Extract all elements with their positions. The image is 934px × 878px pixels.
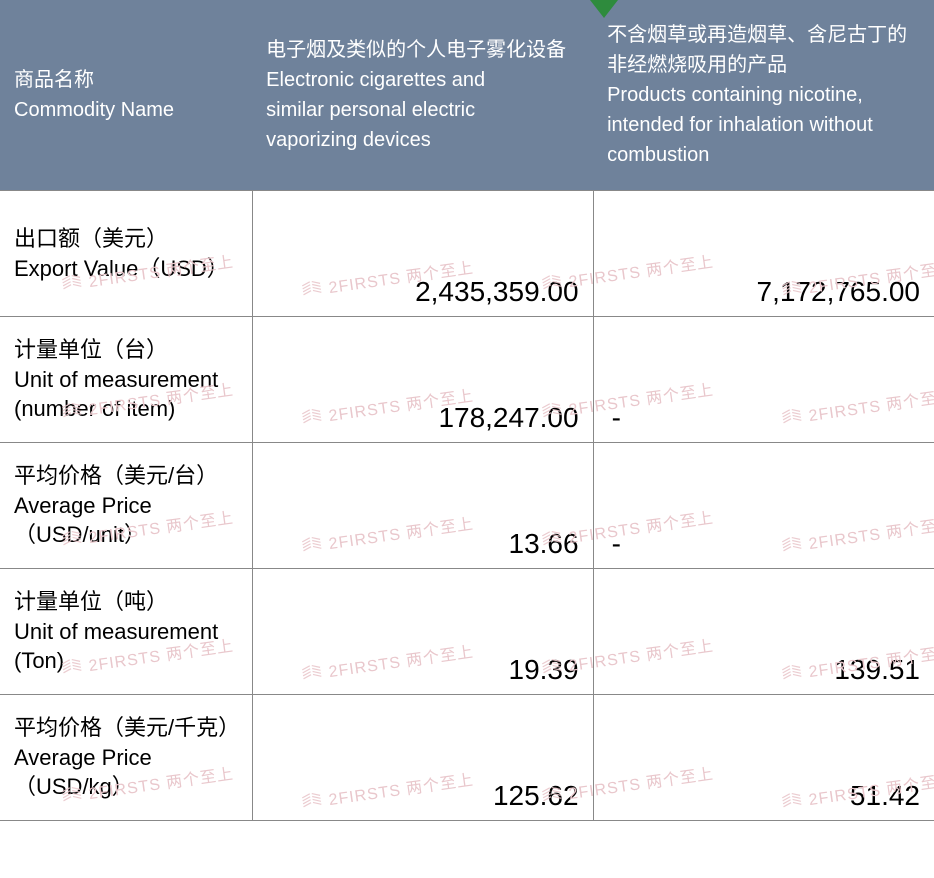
- header-label-cn: 商品名称: [14, 65, 238, 95]
- commodity-table: 商品名称 Commodity Name 电子烟及类似的个人电子雾化设备 Elec…: [0, 0, 934, 821]
- row-value-2: -: [593, 317, 934, 443]
- row-label-en1: Average Price: [14, 743, 238, 773]
- header-col1-cn: 电子烟及类似的个人电子雾化设备: [266, 35, 579, 65]
- row-value-1: 2,435,359.00: [252, 191, 593, 317]
- table-row: 出口额（美元） Export Value（USD）2,435,359.007,1…: [0, 191, 934, 317]
- row-label-cn: 出口额（美元）: [14, 224, 238, 254]
- header-col2-cn1: 不含烟草或再造烟草、含尼古丁的: [607, 20, 920, 50]
- row-label-en1: Unit of measurement: [14, 365, 238, 395]
- header-col2-cell: 不含烟草或再造烟草、含尼古丁的 非经燃烧吸用的产品 Products conta…: [593, 0, 934, 191]
- row-value-2: 7,172,765.00: [593, 191, 934, 317]
- row-value-1: 125.62: [252, 695, 593, 821]
- header-col1-en2: similar personal electric: [266, 95, 579, 125]
- row-label-cell: 出口额（美元） Export Value（USD）: [0, 191, 252, 317]
- row-label-en1: Unit of measurement: [14, 617, 238, 647]
- row-value-2: 51.42: [593, 695, 934, 821]
- row-label-en2: (Ton): [14, 646, 238, 676]
- row-label-cn: 平均价格（美元/台）: [14, 461, 238, 491]
- row-label-cell: 平均价格（美元/千克）Average Price（USD/kg）: [0, 695, 252, 821]
- row-label-cn: 计量单位（吨）: [14, 587, 238, 617]
- header-col1-en3: vaporizing devices: [266, 125, 579, 155]
- table-row: 平均价格（美元/千克）Average Price（USD/kg）125.6251…: [0, 695, 934, 821]
- header-col2-en2: intended for inhalation without: [607, 110, 920, 140]
- row-label-cell: 计量单位（吨）Unit of measurement(Ton): [0, 569, 252, 695]
- row-value-1: 13.66: [252, 443, 593, 569]
- dropdown-triangle-icon: [590, 0, 618, 18]
- header-col2-en1: Products containing nicotine,: [607, 80, 920, 110]
- row-label-en2: (number of item): [14, 394, 238, 424]
- table-header-row: 商品名称 Commodity Name 电子烟及类似的个人电子雾化设备 Elec…: [0, 0, 934, 191]
- header-col2-cn2: 非经燃烧吸用的产品: [607, 50, 920, 80]
- row-label-cell: 计量单位（台）Unit of measurement(number of ite…: [0, 317, 252, 443]
- header-col2-en3: combustion: [607, 140, 920, 170]
- row-label-en: Export Value（USD）: [14, 254, 238, 284]
- table-row: 平均价格（美元/台）Average Price（USD/unit）13.66-: [0, 443, 934, 569]
- header-label-en: Commodity Name: [14, 95, 238, 125]
- row-value-1: 19.39: [252, 569, 593, 695]
- table-row: 计量单位（吨）Unit of measurement(Ton)19.39139.…: [0, 569, 934, 695]
- row-label-en2: （USD/kg）: [14, 772, 238, 802]
- row-label-cell: 平均价格（美元/台）Average Price（USD/unit）: [0, 443, 252, 569]
- header-col1-cell: 电子烟及类似的个人电子雾化设备 Electronic cigarettes an…: [252, 0, 593, 191]
- header-label-cell: 商品名称 Commodity Name: [0, 0, 252, 191]
- table-row: 计量单位（台）Unit of measurement(number of ite…: [0, 317, 934, 443]
- row-value-2: -: [593, 443, 934, 569]
- row-label-en1: Average Price: [14, 491, 238, 521]
- header-col1-en1: Electronic cigarettes and: [266, 65, 579, 95]
- row-value-1: 178,247.00: [252, 317, 593, 443]
- row-label-cn: 平均价格（美元/千克）: [14, 713, 238, 743]
- row-label-cn: 计量单位（台）: [14, 335, 238, 365]
- row-value-2: 139.51: [593, 569, 934, 695]
- row-label-en2: （USD/unit）: [14, 520, 238, 550]
